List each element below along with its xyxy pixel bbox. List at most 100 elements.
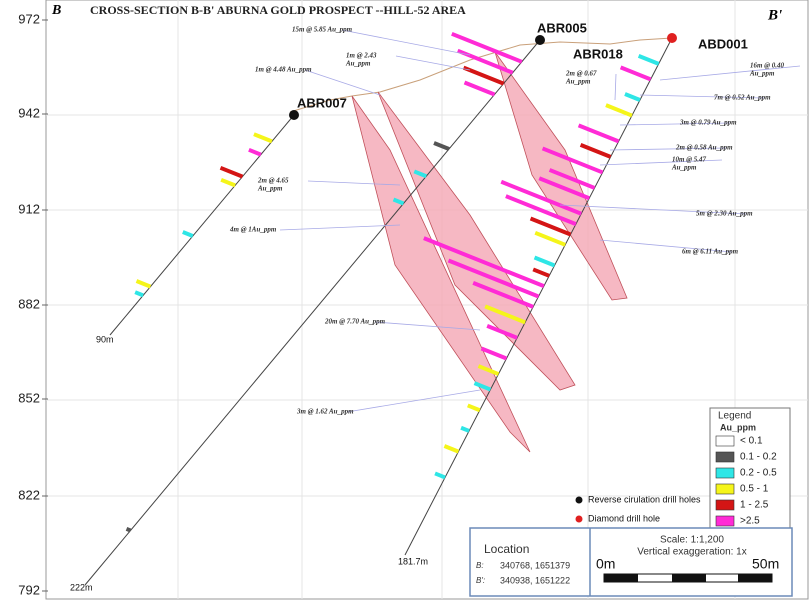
- assay-bar: [135, 279, 152, 289]
- annotation: 10m @ 5.47: [672, 156, 707, 164]
- annotation: 7m @ 0.52 Au_ppm: [714, 94, 771, 102]
- legend-swatch: [715, 515, 735, 527]
- legend: Legend Au_ppm < 0.1 0.1 - 0.2 0.2 - 0.5 0.5…: [709, 407, 791, 537]
- title: CROSS-SECTION B-B' ABURNA GOLD PROSPECT …: [90, 3, 466, 17]
- assay-bar: [472, 280, 534, 309]
- assay-bar: [433, 141, 450, 151]
- assay-bar: [532, 267, 550, 278]
- assay-bar: [219, 165, 244, 179]
- assay-bar: [467, 403, 481, 413]
- annotation: 4m @ 1Au_ppm: [229, 226, 277, 234]
- scale-ratio: Scale: 1:1,200: [660, 535, 724, 546]
- hole-type: Reverse cirulation drill holes: [588, 494, 701, 504]
- scale-start: 0m: [596, 556, 615, 572]
- assay-bar: [533, 255, 556, 268]
- annotation: 2m @ 0.58 Au_ppm: [675, 144, 733, 152]
- assay-bar: [577, 123, 620, 144]
- legend-label: 0.1 - 0.2: [740, 452, 777, 463]
- assay-bar: [423, 236, 545, 289]
- annotation: Au_ppm: [257, 185, 283, 193]
- leader: [614, 73, 617, 101]
- rc-collar: [535, 35, 545, 45]
- hole-name: ABR005: [537, 20, 587, 35]
- legend-label: 0.5 - 1: [740, 484, 769, 495]
- assay-bar: [434, 471, 446, 480]
- assay-bar: [463, 80, 496, 97]
- elevation-label: 882: [18, 296, 40, 311]
- assay-bar: [529, 216, 572, 237]
- hole-type: Diamond drill hole: [588, 513, 660, 523]
- legend-swatch: [715, 483, 735, 495]
- leader: [599, 239, 733, 253]
- leader: [619, 122, 731, 126]
- assay-bar: [605, 103, 633, 118]
- elevation-label: 792: [18, 582, 40, 597]
- hole-depth: 222m: [70, 582, 93, 592]
- assay-bar: [451, 31, 523, 64]
- assay-bar: [579, 143, 612, 159]
- assay-bar: [548, 168, 596, 190]
- legend-swatch: [715, 467, 735, 479]
- annotation: 3m @ 1.62 Au_ppm: [296, 408, 354, 416]
- leader: [599, 159, 723, 166]
- annotation: 1m @ 2.43: [346, 52, 377, 60]
- annotation: 15m @ 5.85 Au_ppm: [292, 26, 353, 34]
- annotation: 6m @ 6.11 Au_ppm: [682, 248, 739, 256]
- annotation: Au_ppm: [671, 164, 697, 172]
- assay-bar: [538, 176, 590, 201]
- assay-bar: [637, 53, 660, 66]
- annotation: 3m @ 0.79 Au_ppm: [679, 119, 737, 127]
- assay-bar: [447, 258, 540, 299]
- assay-bar: [624, 92, 641, 102]
- legend-label: >2.5: [740, 516, 760, 527]
- legend-subtitle: Au_ppm: [720, 422, 756, 432]
- assay-bar: [480, 346, 508, 361]
- topography: [289, 37, 673, 113]
- legend-swatch: [715, 435, 735, 447]
- legend-label: 1 - 2.5: [740, 500, 769, 511]
- annotation: 16m @ 0.40: [750, 62, 785, 70]
- assay-bar: [253, 132, 273, 144]
- assay-bar: [462, 65, 505, 86]
- annotation: 2m @ 0.67: [565, 70, 597, 78]
- assay-bar: [134, 290, 144, 298]
- leader: [304, 69, 381, 96]
- leader: [659, 65, 801, 81]
- annotation: Au_ppm: [565, 78, 591, 86]
- annotation: Au_ppm: [345, 60, 371, 68]
- leader: [307, 180, 401, 186]
- scale-end: 50m: [752, 556, 779, 572]
- grid: [46, 0, 808, 599]
- annotation: 20m @ 7.70 Au_ppm: [324, 318, 386, 326]
- hole-depth: 181.7m: [398, 556, 428, 566]
- annotation: 2m @ 4.65: [257, 177, 289, 185]
- hole-name: ABD001: [698, 36, 748, 51]
- assay-bar: [484, 304, 526, 325]
- section-start: B: [51, 3, 61, 18]
- legend-title: Legend: [718, 411, 751, 422]
- assay-bar: [486, 324, 518, 340]
- elevation-label: 912: [18, 201, 40, 216]
- location-coords: 340938, 1651222: [500, 575, 570, 585]
- assay-bar: [460, 425, 470, 433]
- location-label: B:: [476, 561, 484, 570]
- legend-label: < 0.1: [740, 436, 763, 447]
- scale-exaggeration: Vertical exaggeration: 1x: [637, 547, 747, 558]
- annotation: Au_ppm: [749, 70, 775, 78]
- hole-name: ABR018: [573, 46, 623, 61]
- leader: [395, 55, 471, 71]
- leader: [609, 147, 727, 151]
- assay-bar: [473, 381, 492, 392]
- elevation-label: 852: [18, 390, 40, 405]
- location-title: Location: [484, 542, 529, 556]
- legend-label: 0.2 - 0.5: [740, 468, 777, 479]
- leader: [341, 29, 471, 56]
- assay-bar: [182, 230, 194, 238]
- hole-name: ABR007: [297, 95, 347, 110]
- assay-bar: [392, 197, 405, 206]
- assay-bar: [534, 230, 566, 247]
- assay-bar: [500, 179, 582, 216]
- assay-bar: [125, 527, 132, 533]
- assay-bar: [248, 147, 262, 157]
